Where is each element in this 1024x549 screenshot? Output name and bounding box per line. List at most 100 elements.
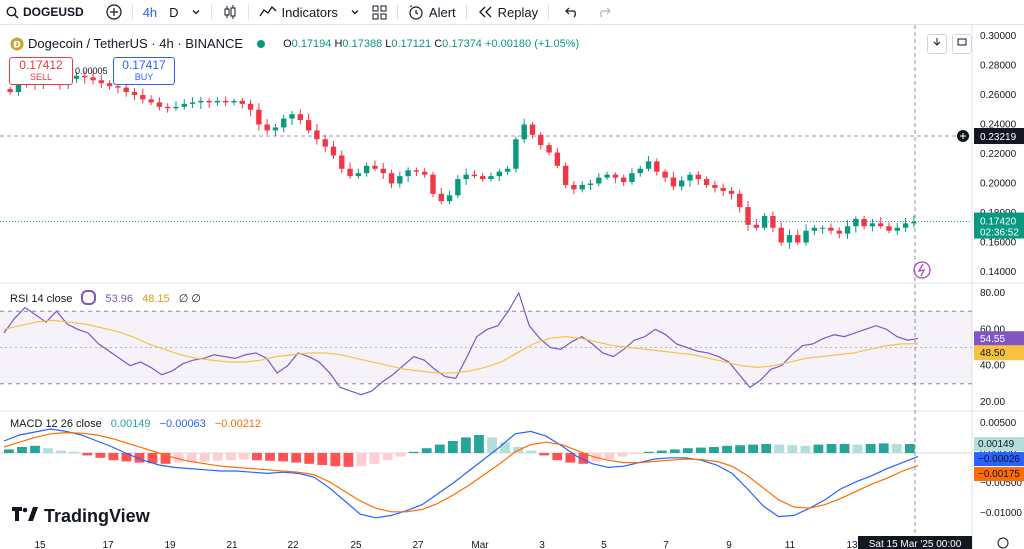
macd-signal-tag-label: −0.00175 [978,469,1020,480]
candle-body [562,165,569,185]
settings-gear-icon[interactable] [997,537,1009,549]
divider [210,4,212,20]
time-tick-label: 5 [601,540,607,549]
indicators-button[interactable]: Indicators [253,0,344,24]
symbol-label: DOGEUSD [23,5,84,19]
macd-histogram-bar [617,453,628,457]
macd-histogram-bar [669,449,680,453]
rsi-value-tag [974,331,1024,347]
macd-histogram-bar [578,453,589,464]
rsi-tick-label: 60.00 [980,324,1005,335]
time-tick-label: 9 [726,540,732,549]
macd-histogram-bar [304,453,315,464]
candle-body [538,134,544,146]
candle-body [596,177,602,184]
last-price-label: 0.17420 [980,217,1017,228]
interval-dropdown-button[interactable] [185,0,207,24]
maximize-icon [957,38,967,46]
time-tick-label: 22 [287,540,299,549]
replay-label: Replay [497,4,539,20]
market-open-dot [257,39,266,48]
arrow-down-icon [933,38,941,46]
candle-body [828,227,834,231]
change-value: +0.00180 (+1.05%) [484,37,580,50]
scroll-down-button[interactable] [927,34,947,54]
rsi-ma-line [3,319,918,374]
macd-histogram-bar [186,453,197,462]
indicators-dropdown-button[interactable] [344,0,366,24]
replay-button[interactable]: Replay [471,0,544,24]
macd-signal-line [3,431,919,513]
templates-button[interactable] [366,0,393,24]
candle-body [281,118,287,128]
candle-body [446,195,453,202]
candle-body [703,179,710,185]
macd-label: MACD 12 26 close [10,418,102,430]
candle-body [231,100,237,103]
alert-label: Alert [428,4,456,20]
candle-body [712,184,718,188]
plus-circle-icon [106,4,122,20]
candle-body [513,139,519,169]
interval-d-button[interactable]: D [169,4,179,20]
macd-histogram-bar [604,453,615,459]
candle-body [198,100,204,103]
macd-histogram-bar [56,450,67,453]
macd-histogram-bar [891,444,902,453]
chart-canvas[interactable]: 0.30000 0.28000 0.26000 0.24000 0.22000 0.200… [0,25,1024,549]
chart-type-button[interactable] [216,0,244,24]
macd-histogram-bar [643,451,654,453]
candle-body [82,75,88,78]
divider [247,4,249,20]
candle-body [206,100,212,103]
candle-body [189,102,196,104]
candle-body [645,161,652,169]
alert-button[interactable]: Alert [402,0,462,24]
candle-body [421,171,428,175]
time-tick-label: 21 [226,540,238,549]
macd-histogram-bar [317,453,328,465]
crosshair-time-label: Sat 15 Mar '25 00:00 [869,539,962,549]
macd-histogram-bar [330,453,341,467]
candle-body [720,187,726,191]
undo-button[interactable] [559,0,585,24]
symbol-search[interactable]: DOGEUSD [0,0,90,24]
macd-histogram-bar [787,445,798,453]
macd-histogram-bar [447,441,458,453]
candle-body [579,184,585,190]
buy-price: 0.17417 [122,58,166,72]
candle-body [123,87,129,93]
candle-body [786,235,793,243]
fullscreen-button[interactable] [952,34,972,54]
macd-histogram-bar [878,443,889,453]
spread-value: 0.00005 [75,66,108,76]
macd-line [3,428,919,519]
candle-body [861,218,867,227]
candle-body [380,168,386,174]
candle-body [629,173,635,183]
time-tick-label: 17 [102,540,114,549]
candle-body [247,103,254,110]
interval-4h-button[interactable]: 4h [142,4,158,20]
candle-body [7,89,13,93]
compare-add-button[interactable] [100,0,128,24]
candle-body [297,114,304,121]
candle-body [679,180,685,187]
macd-histogram-bar [748,444,759,453]
candle-body [164,106,171,109]
candle-body [853,218,859,227]
candle-body [894,227,900,231]
macd-histogram-bar [95,453,106,458]
undo-icon [565,7,577,18]
redo-button[interactable] [591,0,617,24]
candle-body [314,130,320,140]
sell-button[interactable]: 0.17412 SELL [9,57,73,85]
rsi-ma-tag-label: 48.50 [980,348,1005,359]
candle-body [604,174,610,178]
buy-button[interactable]: 0.17417 BUY [113,57,175,85]
macd-tick-label: −0.00500 [980,478,1022,489]
high-value: 0.17388 [342,37,383,50]
top-toolbar: DOGEUSD 4h D Indicators Alert Replay [0,0,1024,25]
macd-histogram-bar [839,444,850,453]
candle-body [430,174,436,194]
